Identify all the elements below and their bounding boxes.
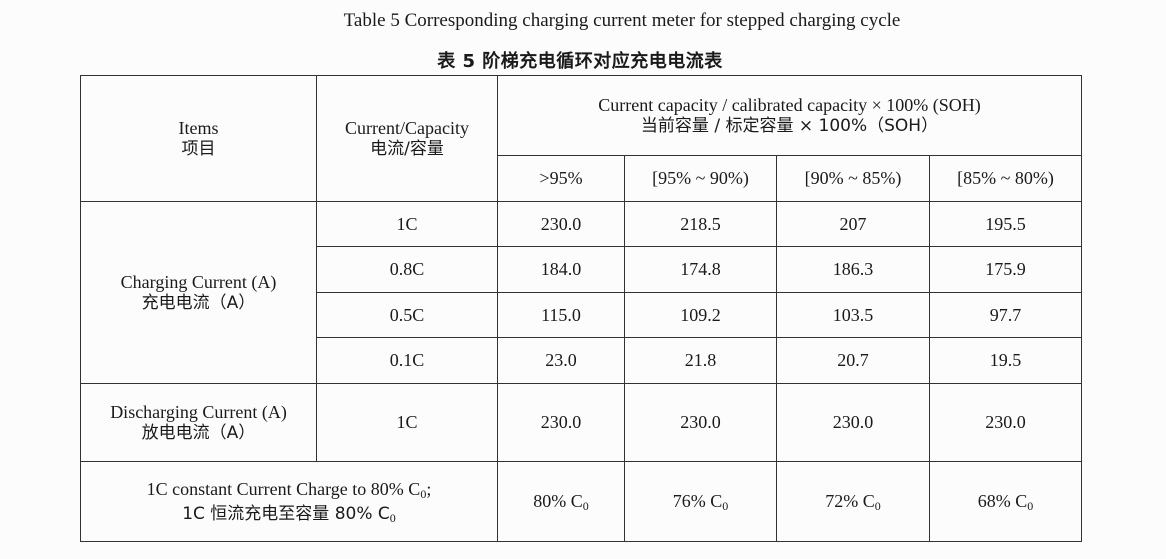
value-cell: 109.2	[624, 292, 777, 338]
value-cell: 195.5	[929, 201, 1082, 247]
header-current-capacity-zh: 电流/容量	[370, 139, 444, 160]
rate-cell: 1C	[316, 201, 498, 247]
value-cell: 230.0	[497, 201, 625, 247]
capacity-cell: 76% C0	[624, 461, 777, 542]
table-title-zh: 表 5 阶梯充电循环对应充电电流表	[437, 51, 723, 72]
table-row: 0.5C 115.0 109.2 103.5 97.7	[81, 292, 1082, 338]
value-cell: 20.7	[776, 337, 930, 384]
value-cell: 103.5	[776, 292, 930, 338]
charging-current-label: Charging Current (A) 充电电流（A）	[80, 201, 317, 384]
discharging-current-label-zh: 放电电流（A）	[141, 423, 256, 444]
header-soh-zh: 当前容量 / 标定容量 × 100%（SOH）	[640, 116, 939, 137]
value-cell: 175.9	[929, 246, 1082, 293]
capacity-cell: 80% C0	[497, 461, 625, 542]
header-row: Items 项目 Current/Capacity 电流/容量 Current …	[80, 75, 1082, 202]
header-items-en: Items	[178, 117, 219, 138]
value-cell: 97.7	[929, 292, 1082, 338]
value-cell: 230.0	[497, 383, 625, 462]
table-row: Charging Current (A) 充电电流（A） 1C 230.0 21…	[80, 201, 1082, 384]
table-row: 0.8C 184.0 174.8 186.3 175.9	[81, 246, 1082, 293]
rate-cell: 1C	[316, 383, 498, 462]
constant-charge-row: 1C constant Current Charge to 80% C0; 1C…	[80, 461, 1082, 542]
header-soh: Current capacity / calibrated capacity ×…	[497, 75, 1082, 156]
charging-current-label-en: Charging Current (A)	[120, 271, 277, 292]
value-cell: 218.5	[624, 201, 777, 247]
header-items: Items 项目	[80, 75, 317, 202]
discharging-row: Discharging Current (A) 放电电流（A） 1C 230.0…	[80, 383, 1082, 462]
header-current-capacity-en: Current/Capacity	[345, 117, 469, 138]
range-cell: [90% ~ 85%)	[776, 155, 930, 202]
discharging-current-label: Discharging Current (A) 放电电流（A）	[80, 383, 317, 462]
rate-cell: 0.8C	[316, 246, 498, 293]
table-row: 0.1C 23.0 21.8 20.7 19.5	[81, 337, 1082, 384]
header-items-zh: 项目	[181, 139, 216, 160]
value-cell: 186.3	[776, 246, 930, 293]
value-cell: 184.0	[497, 246, 625, 293]
value-cell: 230.0	[776, 383, 930, 462]
value-cell: 21.8	[624, 337, 777, 384]
range-row: >95% [95% ~ 90%) [90% ~ 85%) [85% ~ 80%)	[81, 155, 1082, 202]
header-current-capacity: Current/Capacity 电流/容量	[316, 75, 498, 202]
range-cell: >95%	[497, 155, 625, 202]
charging-current-label-zh: 充电电流（A）	[141, 293, 256, 314]
value-cell: 23.0	[497, 337, 625, 384]
value-cell: 19.5	[929, 337, 1082, 384]
constant-charge-label-zh: 1C 恒流充电至容量 80% C0	[182, 503, 396, 525]
capacity-cell: 68% C0	[929, 461, 1082, 542]
constant-charge-label: 1C constant Current Charge to 80% C0; 1C…	[80, 461, 498, 542]
value-cell: 230.0	[624, 383, 777, 462]
value-cell: 207	[776, 201, 930, 247]
value-cell: 115.0	[497, 292, 625, 338]
rate-cell: 0.5C	[316, 292, 498, 338]
header-soh-en: Current capacity / calibrated capacity ×…	[598, 94, 981, 115]
constant-charge-label-en: 1C constant Current Charge to 80% C0;	[146, 478, 432, 501]
charging-current-table: Items 项目 Current/Capacity 电流/容量 Current …	[80, 75, 1082, 542]
capacity-cell: 72% C0	[776, 461, 930, 542]
value-cell: 174.8	[624, 246, 777, 293]
value-cell: 230.0	[929, 383, 1082, 462]
table-title-en: Table 5 Corresponding charging current m…	[343, 10, 901, 31]
range-cell: [95% ~ 90%)	[624, 155, 777, 202]
range-cell: [85% ~ 80%)	[929, 155, 1082, 202]
rate-cell: 0.1C	[316, 337, 498, 384]
discharging-current-label-en: Discharging Current (A)	[110, 401, 287, 422]
